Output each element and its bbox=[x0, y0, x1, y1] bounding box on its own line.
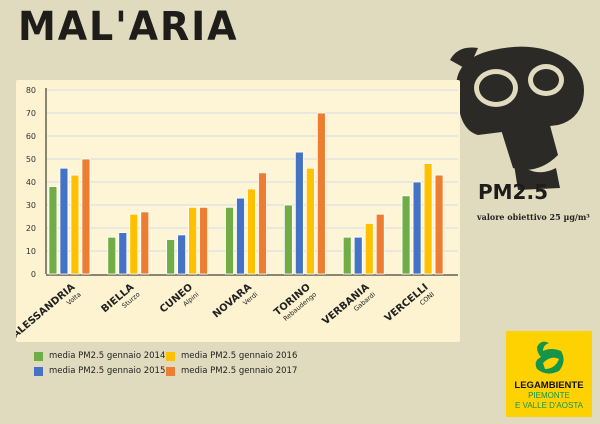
bar bbox=[342, 236, 352, 275]
bar bbox=[305, 167, 315, 275]
legend-label: media PM2.5 gennaio 2017 bbox=[181, 366, 298, 376]
bar bbox=[81, 158, 91, 275]
gas-mask-icon bbox=[450, 46, 584, 190]
legend-swatch bbox=[34, 351, 43, 361]
chart-panel: 0 10 20 30 40 50 60 70 80 ALESSANDRIA Volta BIELLA S… bbox=[16, 80, 460, 342]
legend-label: media PM2.5 gennaio 2014 bbox=[49, 351, 166, 361]
legend-item: media PM2.5 gennaio 2017 bbox=[166, 366, 297, 376]
legend-swatch bbox=[166, 351, 175, 361]
page-title: MAL'ARIA bbox=[18, 4, 239, 50]
y-tick-label: 40 bbox=[26, 178, 36, 187]
bar bbox=[434, 174, 444, 275]
bar bbox=[225, 206, 234, 275]
logo-region-line1: PIEMONTE bbox=[528, 391, 570, 400]
y-tick-label: 10 bbox=[26, 247, 36, 256]
bar bbox=[283, 204, 293, 275]
bar bbox=[107, 236, 117, 275]
bar bbox=[247, 188, 256, 275]
legend-label: media PM2.5 gennaio 2016 bbox=[181, 351, 298, 361]
legend-item: media PM2.5 gennaio 2016 bbox=[166, 351, 297, 361]
bar bbox=[412, 181, 422, 275]
bar bbox=[353, 236, 363, 275]
y-tick-label: 30 bbox=[26, 201, 36, 210]
bar bbox=[294, 151, 304, 275]
bar bbox=[364, 222, 374, 275]
bar bbox=[199, 206, 209, 275]
bar bbox=[166, 239, 176, 275]
bar bbox=[118, 232, 128, 275]
legambiente-logo: LEGAMBIENTE PIEMONTE E VALLE D'AOSTA bbox=[506, 331, 592, 417]
bar bbox=[129, 213, 139, 275]
bar bbox=[258, 172, 267, 275]
bar bbox=[177, 234, 187, 275]
bar bbox=[59, 167, 69, 275]
bar bbox=[48, 186, 58, 275]
bar bbox=[236, 197, 245, 275]
y-tick-label: 80 bbox=[26, 86, 36, 95]
y-tick-label: 70 bbox=[26, 109, 36, 118]
logo-name: LEGAMBIENTE bbox=[514, 380, 584, 391]
legend-swatch bbox=[166, 366, 175, 376]
y-tick-label: 0 bbox=[31, 270, 36, 279]
bar bbox=[316, 112, 326, 275]
legend-label: media PM2.5 gennaio 2015 bbox=[49, 366, 166, 376]
swan-icon bbox=[535, 341, 564, 374]
bar bbox=[140, 211, 150, 275]
legend-item: media PM2.5 gennaio 2014 bbox=[34, 351, 165, 361]
pm-label: PM2.5 bbox=[478, 180, 548, 204]
pm-target: valore obiettivo 25 µg/m³ bbox=[477, 212, 590, 222]
bar bbox=[70, 174, 80, 275]
logo-region-line2: E VALLE D'AOSTA bbox=[515, 401, 583, 410]
legend-item: media PM2.5 gennaio 2015 bbox=[34, 366, 165, 376]
x-tick-label: ALESSANDRIA bbox=[16, 282, 78, 341]
bar bbox=[375, 213, 385, 275]
bar bbox=[188, 206, 198, 275]
y-tick-label: 50 bbox=[26, 155, 36, 164]
y-tick-label: 60 bbox=[26, 132, 36, 141]
bar bbox=[423, 163, 433, 275]
logo-region: PIEMONTE E VALLE D'AOSTA bbox=[506, 391, 592, 411]
y-tick-label: 20 bbox=[26, 224, 36, 233]
legend-swatch bbox=[34, 366, 43, 376]
bar bbox=[401, 195, 411, 275]
